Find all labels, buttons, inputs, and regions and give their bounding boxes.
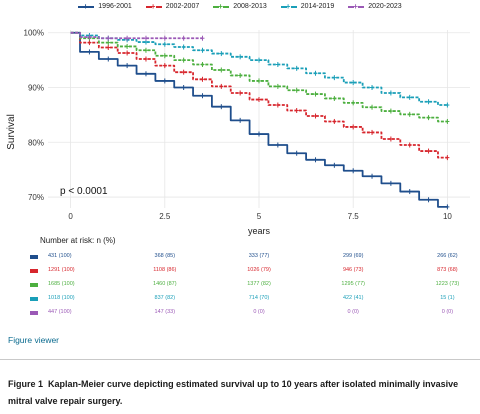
- risk-table-row: 1018 (100) 837 (82) 714 (70) 422 (41) 15 (1): [0, 293, 480, 305]
- risk-table-cell: 0 (0): [347, 309, 359, 315]
- series-layer: [70, 31, 450, 210]
- legend-censor-icon: +: [150, 1, 156, 11]
- x-axis-label: years: [248, 226, 271, 236]
- series-line-2014-2019: [70, 31, 448, 106]
- legend-label: 2002-2007: [165, 3, 200, 10]
- risk-row-swatch: [30, 269, 38, 273]
- chart-legend: +1996-2001 +2002-2007 +2008-2013 +2014-2019…: [0, 1, 480, 11]
- risk-table-cell: 873 (68): [437, 267, 458, 273]
- legend-censor-icon: +: [353, 1, 358, 11]
- figure-viewer-link[interactable]: Figure viewer: [8, 335, 60, 345]
- legend-item: +2014-2019: [280, 1, 335, 11]
- risk-table-cell: 147 (33): [154, 309, 176, 315]
- legend-label: 1996-2001: [98, 3, 132, 10]
- risk-row-swatch: [30, 311, 38, 315]
- risk-table-cell: 333 (77): [248, 253, 270, 259]
- risk-table-cell: 1108 (86): [153, 267, 177, 273]
- x-tick-label: 5: [257, 212, 262, 221]
- risk-row-swatch: [30, 283, 38, 287]
- risk-table-cell: 299 (69): [342, 253, 364, 259]
- series-line-2002-2007: [70, 31, 448, 159]
- risk-table-cell: 266 (62): [437, 253, 458, 259]
- risk-table-cell: 1018 (100): [48, 295, 75, 301]
- figure-caption-text: Kaplan-Meier curve depicting estimated s…: [8, 379, 459, 406]
- figure-label: Figure 1: [8, 379, 44, 389]
- y-tick-label: 100%: [24, 29, 44, 38]
- y-axis-label: Survival: [6, 114, 17, 150]
- legend-item: +2020-2023: [348, 1, 402, 11]
- risk-table-cell: 1223 (73): [435, 281, 460, 287]
- risk-table-cell: 431 (100): [48, 253, 72, 259]
- legend-label: 2008-2013: [233, 3, 267, 10]
- legend-label: 2020-2023: [368, 3, 402, 10]
- y-tick-label: 80%: [28, 138, 44, 147]
- risk-table-row: 447 (100) 147 (33) 0 (0) 0 (0) 0 (0): [0, 307, 480, 319]
- legend-swatch: +: [280, 1, 297, 11]
- legend-swatch: +: [78, 1, 95, 11]
- divider: [0, 359, 480, 360]
- x-tick-label: 2.5: [159, 212, 171, 221]
- risk-table-cell: 1377 (82): [247, 281, 271, 287]
- series-line-2020-2023: [70, 31, 203, 40]
- risk-table-cell: 1026 (79): [247, 267, 271, 273]
- grid-layer: [48, 30, 470, 208]
- x-tick-label: 7.5: [348, 212, 360, 221]
- risk-row-swatch: [30, 255, 38, 259]
- legend-label: 2014-2019: [300, 3, 335, 10]
- risk-table-row: 1291 (100) 1108 (86) 1026 (79) 946 (73) 873 …: [0, 265, 480, 277]
- axis-layer: 70% 80% 90% 100% 0 2.5 5 7.5 10: [24, 29, 453, 221]
- risk-table-cell: 447 (100): [48, 309, 72, 315]
- risk-table-cell: 422 (41): [342, 295, 364, 301]
- risk-table-cell: 15 (1): [440, 295, 455, 301]
- figure-caption: Figure 1 Kaplan-Meier curve depicting es…: [8, 376, 472, 410]
- legend-item: +1996-2001: [78, 1, 132, 11]
- risk-table-row: 1685 (100) 1460 (87) 1377 (82) 1295 (77) 122…: [0, 279, 480, 291]
- legend-swatch: +: [213, 1, 230, 11]
- risk-table-cell: 1295 (77): [341, 281, 365, 287]
- risk-table-cell: 368 (85): [154, 253, 176, 259]
- legend-censor-icon: +: [83, 1, 88, 11]
- risk-table-cell: 714 (70): [248, 295, 270, 301]
- legend-censor-icon: +: [218, 1, 223, 11]
- y-tick-label: 70%: [28, 193, 44, 202]
- legend-item: +2008-2013: [213, 1, 267, 11]
- risk-table-cell: 837 (82): [154, 295, 176, 301]
- x-tick-label: 10: [443, 212, 452, 221]
- risk-table-cell: 0 (0): [441, 309, 454, 315]
- risk-table-row: 431 (100) 368 (85) 333 (77) 299 (69) 266 (62…: [0, 251, 480, 263]
- risk-table-cell: 0 (0): [253, 309, 265, 315]
- legend-censor-icon: +: [285, 1, 291, 11]
- risk-row-swatch: [30, 297, 38, 301]
- risk-table-cell: 1685 (100): [48, 281, 75, 287]
- km-chart: 70% 80% 90% 100% 0 2.5 5 7.5 10 Survival years p…: [6, 29, 470, 236]
- x-tick-label: 0: [68, 212, 73, 221]
- legend-swatch: +: [348, 1, 365, 11]
- legend-item: +2002-2007: [145, 1, 200, 11]
- risk-table-cell: 1291 (100): [48, 267, 75, 273]
- p-value-annotation: p < 0.0001: [60, 186, 108, 197]
- y-tick-label: 90%: [28, 84, 44, 93]
- risk-table-title: Number at risk: n (%): [40, 236, 116, 245]
- risk-table-cell: 946 (73): [342, 267, 364, 273]
- legend-swatch: +: [145, 1, 162, 11]
- risk-table-cell: 1460 (87): [153, 281, 177, 287]
